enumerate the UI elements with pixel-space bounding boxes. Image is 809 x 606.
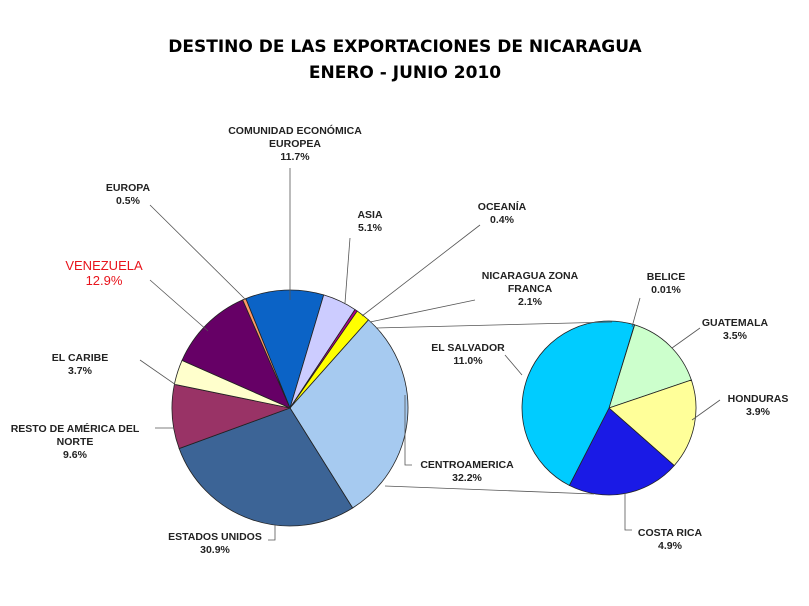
label-guatemala: GUATEMALA 3.5% xyxy=(702,317,769,342)
label-resto-name1: RESTO DE AMÉRICA DEL xyxy=(11,422,140,435)
main-slice-comunidad-econ-mica-europea xyxy=(245,289,325,410)
label-honduras-name: HONDURAS xyxy=(728,393,789,405)
secondary-slice-el-salvador xyxy=(521,320,635,486)
leader-centroamerica xyxy=(404,395,412,466)
label-honduras-value: 3.9% xyxy=(746,406,771,418)
label-oceania-value: 0.4% xyxy=(490,214,515,226)
label-asia-name: ASIA xyxy=(357,209,383,221)
chart-title-line1: DESTINO DE LAS EXPORTACIONES DE NICARAGU… xyxy=(168,37,642,57)
secondary-pie xyxy=(521,320,697,496)
label-oceania: OCEANÍA 0.4% xyxy=(478,200,527,226)
label-caribe-value: 3.7% xyxy=(68,365,93,377)
label-costa-rica-name: COSTA RICA xyxy=(638,527,703,539)
label-venezuela-name: VENEZUELA xyxy=(65,258,143,273)
leader-honduras xyxy=(691,399,721,421)
label-cee: COMUNIDAD ECONÓMICA EUROPEA 11.7% xyxy=(228,124,362,163)
label-centroamerica-name: CENTROAMERICA xyxy=(420,459,514,471)
label-europa-name: EUROPA xyxy=(106,182,151,194)
label-honduras: HONDURAS 3.9% xyxy=(728,393,789,418)
label-resto-value: 9.6% xyxy=(63,449,88,461)
main-slice-centroamerica xyxy=(289,319,409,509)
label-eeuu-value: 30.9% xyxy=(200,544,230,556)
label-asia: ASIA 5.1% xyxy=(357,209,383,234)
label-cee-value: 11.7% xyxy=(280,151,310,163)
label-guatemala-name: GUATEMALA xyxy=(702,317,769,329)
label-caribe-name: EL CARIBE xyxy=(52,352,108,364)
secondary-slice-guatemala xyxy=(608,324,692,409)
label-eeuu: ESTADOS UNIDOS 30.9% xyxy=(168,531,262,556)
label-belice-value: 0.01% xyxy=(651,284,681,296)
label-eeuu-name: ESTADOS UNIDOS xyxy=(168,531,262,543)
connector-top xyxy=(375,321,613,329)
main-slice-europa xyxy=(242,298,291,409)
label-cee-name2: EUROPEA xyxy=(269,138,321,150)
label-zona-franca: NICARAGUA ZONA FRANCA 2.1% xyxy=(482,270,579,308)
label-guatemala-value: 3.5% xyxy=(723,330,748,342)
leader-venezuela xyxy=(149,279,209,332)
label-belice: BELICE 0.01% xyxy=(647,271,686,296)
label-belice-name: BELICE xyxy=(647,271,686,283)
leader-asia xyxy=(344,237,351,304)
label-venezuela: VENEZUELA 12.9% xyxy=(65,258,143,288)
label-el-salvador-name: EL SALVADOR xyxy=(431,342,505,354)
leader-zona-franca xyxy=(369,299,476,323)
label-centroamerica-value: 32.2% xyxy=(452,472,482,484)
label-oceania-name: OCEANÍA xyxy=(478,200,527,213)
leader-guatemala xyxy=(671,327,701,349)
label-zona-franca-name1: NICARAGUA ZONA xyxy=(482,270,579,282)
label-europa-value: 0.5% xyxy=(116,195,141,207)
leader-el-salvador xyxy=(504,354,523,376)
label-zona-franca-value: 2.1% xyxy=(518,296,543,308)
leader-oceania xyxy=(361,224,481,317)
main-pie xyxy=(171,289,409,527)
leader-eeuu xyxy=(268,525,276,541)
connector-bottom xyxy=(384,485,595,495)
label-costa-rica-value: 4.9% xyxy=(658,540,683,552)
label-europa: EUROPA 0.5% xyxy=(106,182,151,207)
main-slice-venezuela xyxy=(181,299,291,409)
leader-costa-rica xyxy=(624,493,632,531)
label-el-salvador-value: 11.0% xyxy=(453,355,483,367)
leader-caribe xyxy=(139,359,177,386)
label-caribe: EL CARIBE 3.7% xyxy=(52,352,108,377)
leader-europa xyxy=(149,204,247,301)
label-centroamerica: CENTROAMERICA 32.2% xyxy=(420,459,514,484)
label-el-salvador: EL SALVADOR 11.0% xyxy=(431,342,505,367)
label-costa-rica: COSTA RICA 4.9% xyxy=(638,527,703,552)
label-zona-franca-name2: FRANCA xyxy=(508,283,553,295)
chart-title-line2: ENERO - JUNIO 2010 xyxy=(309,63,501,83)
label-venezuela-value: 12.9% xyxy=(86,273,123,288)
label-resto-name2: NORTE xyxy=(57,436,94,448)
label-cee-name1: COMUNIDAD ECONÓMICA xyxy=(228,124,362,137)
leader-belice xyxy=(631,297,641,328)
label-asia-value: 5.1% xyxy=(358,222,383,234)
secondary-slice-honduras xyxy=(608,379,697,467)
main-slice-estados-unidos xyxy=(178,407,354,527)
label-resto: RESTO DE AMÉRICA DEL NORTE 9.6% xyxy=(11,422,140,461)
